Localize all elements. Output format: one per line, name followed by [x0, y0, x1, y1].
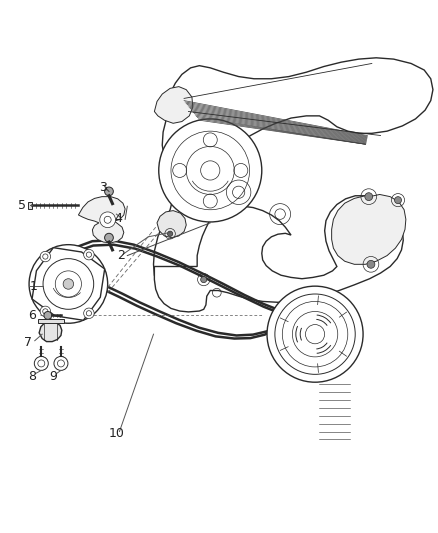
Polygon shape	[154, 87, 193, 123]
Polygon shape	[332, 195, 406, 264]
Circle shape	[367, 261, 375, 268]
Circle shape	[29, 245, 108, 323]
Polygon shape	[157, 211, 186, 238]
Circle shape	[34, 357, 48, 370]
Text: 5: 5	[18, 199, 26, 212]
Circle shape	[100, 212, 116, 228]
Circle shape	[40, 251, 51, 262]
Polygon shape	[154, 196, 403, 312]
Text: 3: 3	[99, 181, 107, 195]
Circle shape	[167, 231, 173, 236]
Polygon shape	[153, 58, 433, 305]
Text: 1: 1	[29, 280, 37, 293]
FancyBboxPatch shape	[28, 202, 32, 209]
Text: 7: 7	[24, 336, 32, 350]
Circle shape	[105, 233, 113, 242]
Circle shape	[283, 302, 348, 367]
Circle shape	[84, 308, 94, 319]
Polygon shape	[32, 248, 105, 320]
Polygon shape	[39, 321, 62, 342]
Text: 9: 9	[49, 370, 57, 383]
Circle shape	[267, 286, 363, 382]
Circle shape	[40, 306, 51, 317]
Text: 2: 2	[117, 249, 125, 262]
Circle shape	[63, 279, 74, 289]
Circle shape	[105, 187, 113, 196]
Circle shape	[201, 277, 207, 282]
Polygon shape	[78, 197, 125, 243]
Circle shape	[305, 325, 325, 344]
Text: 6: 6	[28, 309, 36, 322]
Circle shape	[54, 357, 68, 370]
Circle shape	[365, 193, 373, 200]
Circle shape	[275, 294, 355, 374]
Text: 8: 8	[28, 370, 36, 383]
Circle shape	[292, 311, 338, 357]
Circle shape	[44, 311, 52, 319]
Polygon shape	[38, 319, 64, 323]
Circle shape	[84, 249, 94, 260]
Text: 4: 4	[115, 212, 123, 225]
Circle shape	[395, 197, 402, 204]
Circle shape	[159, 119, 262, 222]
Text: 10: 10	[109, 427, 124, 440]
